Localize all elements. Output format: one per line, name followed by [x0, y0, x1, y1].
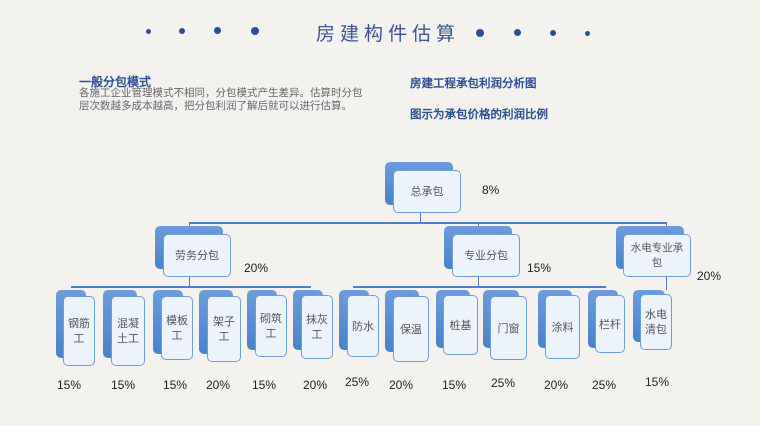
node-scaffold-worker: 架子工 — [199, 290, 241, 370]
node-labor-subcontract: 劳务分包 — [155, 226, 245, 278]
node-specialty-subcontract: 专业分包 — [444, 226, 534, 278]
decor-dot — [550, 30, 556, 36]
pct-concrete: 15% — [111, 378, 136, 392]
node-concrete-worker: 混凝土工 — [103, 290, 145, 370]
decor-dot — [476, 29, 484, 37]
connector-line — [189, 276, 190, 287]
node-rebar-worker: 钢筋工 — [56, 290, 98, 370]
pct-formwork: 15% — [163, 378, 188, 392]
node-label: 防水 — [347, 295, 379, 357]
node-railing: 栏杆 — [588, 290, 628, 370]
node-mep-labor: 水电清包 — [633, 290, 673, 370]
node-masonry-worker: 砌筑工 — [247, 290, 289, 370]
connector-line — [353, 286, 606, 288]
chart-title-note: 房建工程承包利润分析图 — [410, 76, 537, 90]
pct-labor: 20% — [244, 261, 269, 275]
node-formwork-worker: 模板工 — [153, 290, 195, 370]
node-label: 水电专业承包 — [623, 234, 691, 277]
node-label: 抹灰工 — [301, 295, 333, 359]
decor-dot — [179, 28, 185, 34]
node-general-contract: 总承包 — [385, 162, 475, 214]
pct-root: 8% — [482, 183, 500, 197]
pct-doors-windows: 25% — [491, 376, 516, 390]
mode-description: 各施工企业管理模式不相同，分包模式产生差异。估算时分包层次数越多成本越高，把分包… — [79, 87, 363, 112]
node-mep-contract: 水电专业承包 — [616, 226, 706, 278]
mode-heading: 一般分包模式 — [79, 75, 152, 89]
node-label: 劳务分包 — [163, 234, 231, 277]
pct-specialty: 15% — [527, 261, 552, 275]
pct-paint: 20% — [544, 378, 569, 392]
node-piling: 桩基 — [436, 290, 478, 370]
connector-line — [71, 286, 311, 288]
node-plaster-worker: 抹灰工 — [293, 290, 335, 370]
node-label: 水电清包 — [640, 294, 672, 350]
pct-scaffold: 20% — [206, 378, 231, 392]
node-label: 钢筋工 — [63, 296, 95, 366]
connector-line — [189, 222, 667, 224]
pct-plaster: 20% — [303, 378, 328, 392]
decor-dot — [146, 29, 151, 34]
decor-dot — [251, 27, 259, 35]
connector-line — [420, 213, 421, 223]
pct-insulation: 20% — [389, 378, 414, 392]
node-label: 总承包 — [393, 170, 461, 213]
node-insulation: 保温 — [385, 290, 429, 370]
pct-waterproofing: 25% — [345, 375, 370, 389]
chart-subtitle-note: 图示为承包价格的利润比例 — [410, 107, 548, 121]
decor-dot — [214, 27, 221, 34]
node-label: 保温 — [393, 296, 429, 362]
pct-railing: 25% — [592, 378, 617, 392]
node-label: 混凝土工 — [111, 296, 145, 366]
node-waterproofing: 防水 — [339, 290, 381, 370]
node-label: 栏杆 — [595, 295, 625, 353]
connector-line — [666, 276, 667, 290]
node-label: 模板工 — [161, 296, 193, 360]
node-label: 架子工 — [207, 296, 241, 362]
pct-mep: 20% — [697, 269, 722, 283]
page-title: 房建构件估算 — [316, 23, 461, 45]
pct-masonry: 15% — [252, 378, 277, 392]
node-label: 砌筑工 — [255, 295, 287, 357]
node-paint: 涂料 — [538, 290, 582, 370]
node-label: 涂料 — [545, 295, 580, 359]
pct-piling: 15% — [442, 378, 467, 392]
node-doors-windows: 门窗 — [483, 290, 527, 370]
decor-dot — [514, 29, 521, 36]
node-label: 门窗 — [490, 296, 527, 360]
decor-dot — [585, 31, 590, 36]
pct-mep-labor: 15% — [645, 375, 670, 389]
node-label: 专业分包 — [452, 234, 520, 277]
node-label: 桩基 — [443, 295, 478, 355]
pct-rebar: 15% — [57, 378, 82, 392]
connector-line — [478, 276, 479, 287]
